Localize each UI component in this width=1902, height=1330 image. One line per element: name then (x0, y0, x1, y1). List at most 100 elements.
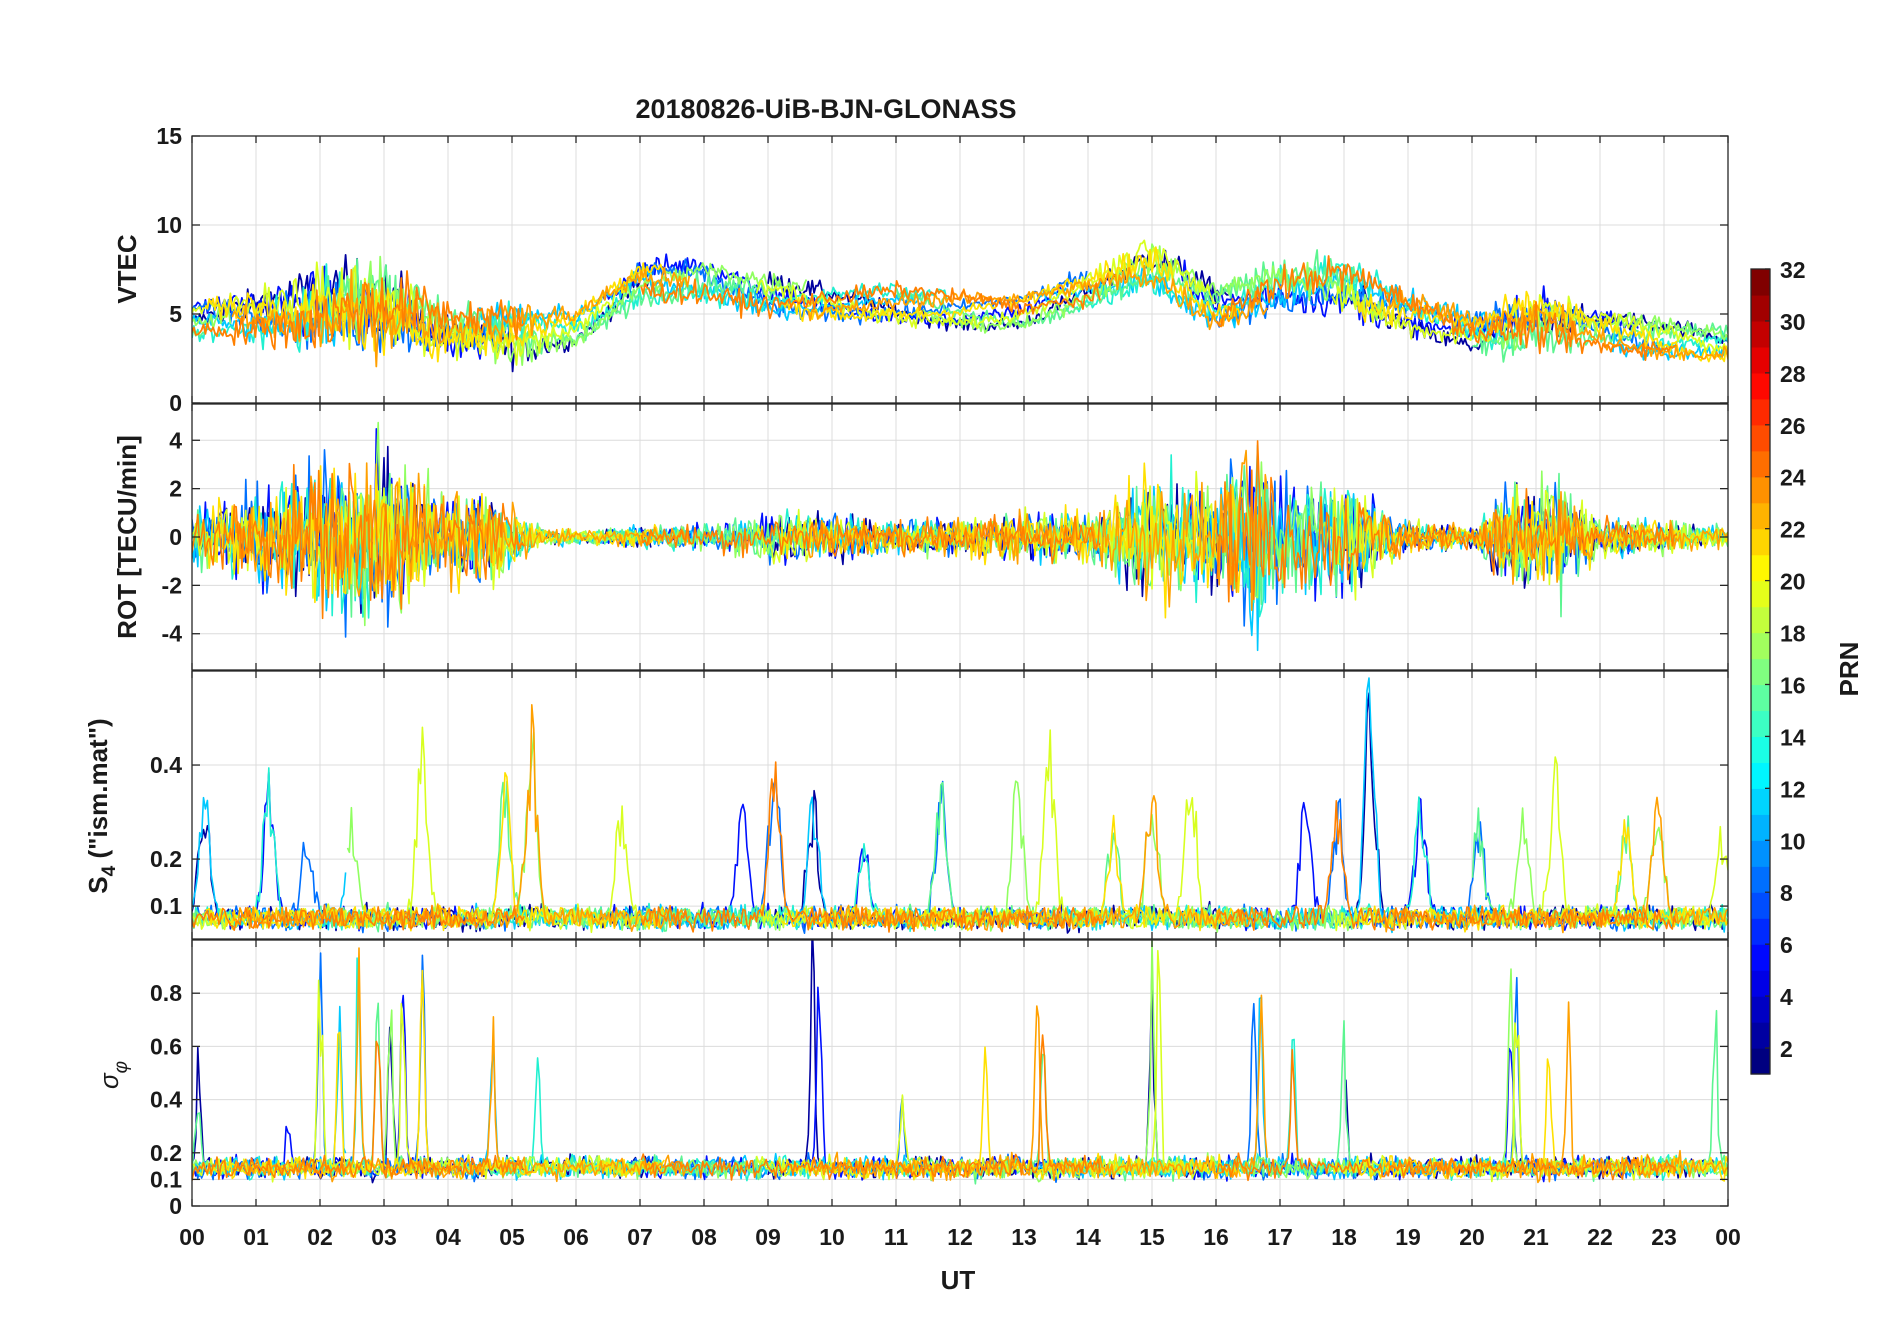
colorbar-swatch (1751, 294, 1770, 322)
y-tick-label: 0.2 (150, 846, 182, 872)
prn-24-trace (1216, 799, 1677, 931)
x-tick-label: 07 (627, 1224, 653, 1250)
prn-21-trace (780, 246, 1242, 323)
colorbar-swatch (1751, 918, 1770, 945)
colorbar-tick-label: 26 (1780, 413, 1806, 439)
x-tick-label: 12 (947, 1224, 973, 1250)
prn-19-trace (1331, 280, 1728, 357)
prn-24-trace (640, 512, 1101, 565)
s4-ylabel-sub: 4 (99, 865, 120, 876)
colorbar-swatch (1751, 658, 1770, 686)
colorbar-tick-label: 32 (1780, 257, 1806, 283)
y-tick-label: 0 (169, 1193, 182, 1219)
x-tick-label: 03 (371, 1224, 397, 1250)
colorbar-swatch (1751, 970, 1770, 997)
prn-24-trace (640, 761, 1101, 933)
prn-23-trace (807, 264, 1268, 331)
prn-24-trace (192, 1040, 525, 1181)
colorbar-tick-label: 2 (1780, 1036, 1793, 1062)
colorbar-swatch (1751, 450, 1770, 478)
x-tick-label: 11 (884, 1224, 909, 1250)
colorbar-tick-label: 18 (1780, 621, 1806, 647)
colorbar-tick-label: 28 (1780, 361, 1806, 387)
prn-24-trace (640, 278, 1102, 320)
x-tick-label: 18 (1331, 1224, 1357, 1250)
colorbar-tick-label: 16 (1780, 672, 1806, 698)
x-tick-label: 02 (307, 1224, 333, 1250)
s4-panel: 0.1 0.2 0.4 (150, 670, 1729, 940)
colorbar-swatch (1751, 632, 1770, 660)
x-tick-label: 10 (819, 1224, 845, 1250)
colorbar-swatch (1751, 580, 1770, 608)
x-tick-label: 16 (1203, 1224, 1229, 1250)
colorbar-tick-label: 22 (1780, 517, 1806, 543)
y-tick-label: 0 (169, 390, 182, 416)
vtec-panel: 0 5 10 15 (156, 123, 1729, 416)
prn-23-trace (231, 266, 691, 368)
prn-23-trace (807, 994, 1268, 1182)
y-tick-label: -4 (162, 621, 183, 647)
prn-23-trace (1383, 1001, 1728, 1184)
colorbar-swatch (1751, 684, 1770, 712)
prn-8-trace (1203, 458, 1664, 627)
y-tick-label: 0 (169, 524, 182, 550)
colorbar-swatch (1751, 424, 1770, 452)
s4-ylabel: S4 ("ism.mat") (83, 718, 120, 893)
prn-17-trace (347, 255, 808, 367)
y-tick-label: 10 (156, 212, 182, 238)
colorbar-swatch (1751, 269, 1770, 296)
colorbar-swatch (1751, 710, 1770, 738)
colorbar-label: PRN (1834, 642, 1864, 697)
colorbar-swatch (1751, 398, 1770, 426)
x-tick-label: 13 (1011, 1224, 1037, 1250)
colorbar-tick-label: 14 (1780, 724, 1806, 750)
colorbar-tick-label: 10 (1780, 828, 1806, 854)
x-tick-label: 23 (1651, 1224, 1677, 1250)
vtec-ylabel: VTEC (112, 234, 142, 304)
sigma-phi-panel: 00.10.2 0.4 0.6 0.8 (150, 939, 1729, 1219)
x-tick-label: 20 (1459, 1224, 1485, 1250)
y-tick-label: 4 (169, 427, 182, 453)
colorbar-tick-label: 8 (1780, 880, 1793, 906)
colorbar-swatch (1751, 840, 1770, 867)
colorbar-swatch (1751, 320, 1770, 348)
y-tick-label: 0.6 (150, 1033, 182, 1059)
x-tick-label: 17 (1267, 1224, 1293, 1250)
colorbar-swatch (1751, 866, 1770, 893)
panel-frame (191, 670, 1729, 940)
prn-15-trace (192, 1112, 205, 1176)
prn-17-trace (922, 243, 1384, 334)
x-axis-label: UT (941, 1265, 976, 1295)
y-tick-label: -2 (162, 572, 182, 598)
prn-24-trace (192, 270, 525, 351)
y-tick-label: 0.8 (150, 980, 182, 1006)
colorbar-frame (1750, 268, 1771, 1075)
prn-17-trace (1496, 470, 1728, 585)
x-tick-label: 06 (563, 1224, 589, 1250)
prn-23-trace (231, 462, 691, 598)
prn-24-trace (640, 1034, 1101, 1181)
s4-ylabel-main: S (83, 876, 113, 893)
y-tick-label: 2 (169, 476, 182, 502)
x-tick-label: 09 (755, 1224, 781, 1250)
chart-title: 20180826-UiB-BJN-GLONASS (635, 94, 1016, 124)
prn-23-trace (231, 703, 691, 933)
s4-ylabel-rest: ("ism.mat") (83, 718, 113, 865)
y-tick-label: 15 (156, 123, 182, 149)
rot-ylabel: ROT [TECU/min] (112, 435, 142, 639)
colorbar-swatch (1751, 476, 1770, 504)
x-tick-label: 04 (435, 1224, 461, 1250)
x-tick-label: 22 (1587, 1224, 1613, 1250)
colorbar-swatch (1751, 996, 1770, 1023)
colorbar-swatch (1751, 944, 1770, 971)
colorbar-tick-label: 24 (1780, 465, 1806, 491)
y-tick-label: 0.1 (150, 1166, 182, 1192)
colorbar-tick-label: 30 (1780, 309, 1806, 335)
x-tick-labels: 00 01 02 03 04 05 06 07 08 09 10 11 12 13 14 15 16 17 18 19… (179, 1224, 1741, 1250)
x-tick-label: 01 (243, 1224, 269, 1250)
prn-24-trace (1216, 1048, 1677, 1182)
prn-19-trace (755, 729, 1217, 931)
x-tick-label: 19 (1395, 1224, 1421, 1250)
